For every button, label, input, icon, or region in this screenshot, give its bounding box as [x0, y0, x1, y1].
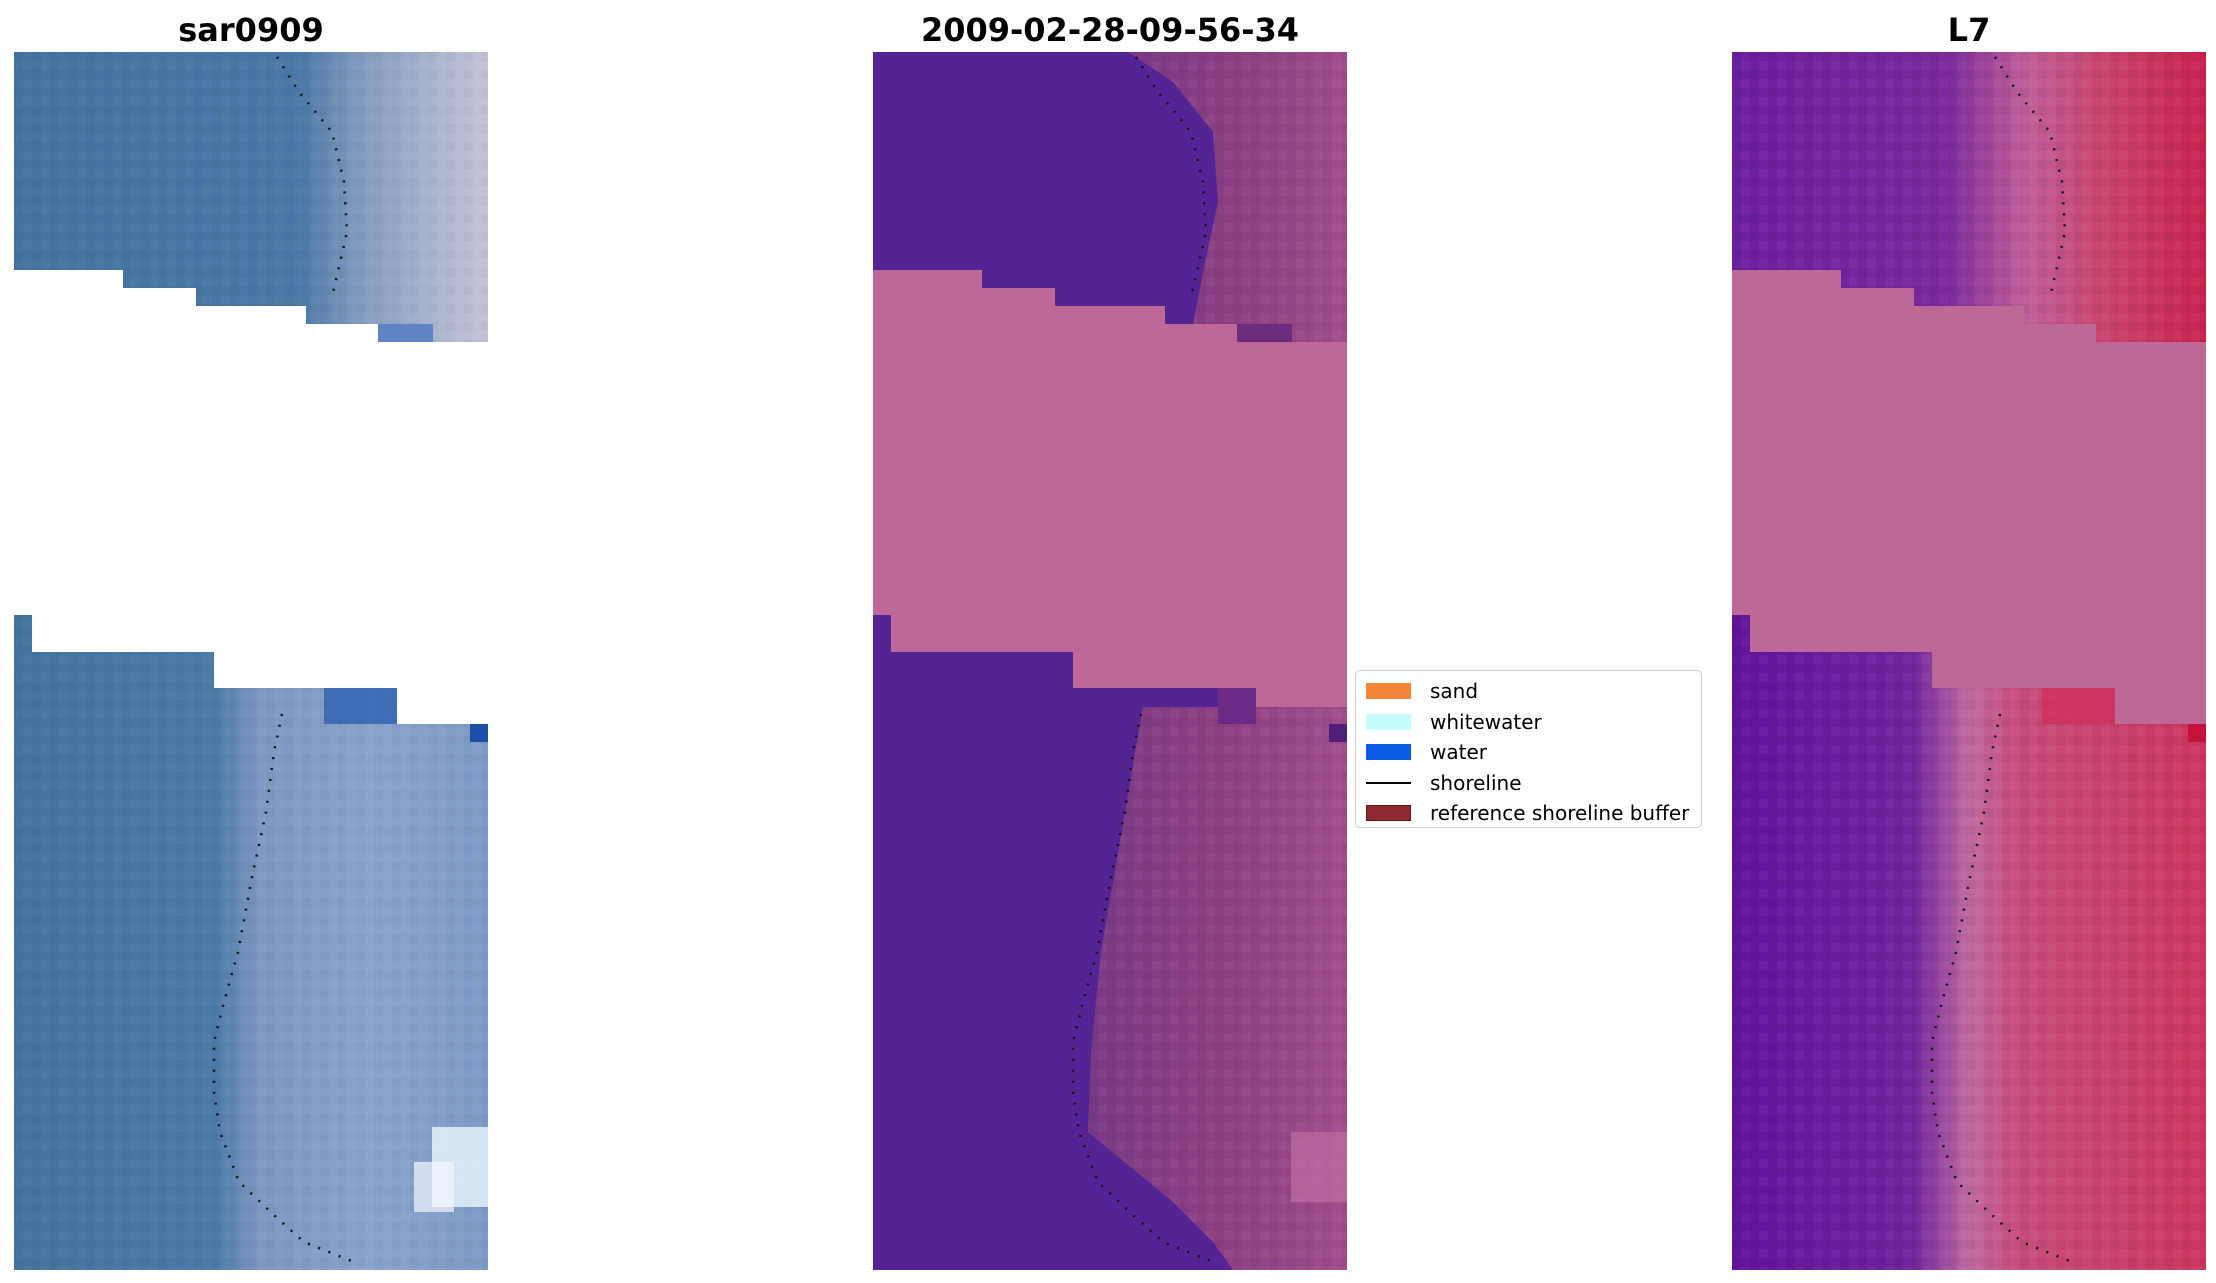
legend-label: reference shoreline buffer: [1430, 801, 1690, 826]
classification-panel: [873, 52, 1347, 1270]
legend-label: shoreline: [1430, 770, 1522, 795]
index-panel: [1732, 52, 2206, 1270]
water-swatch: [1366, 744, 1411, 761]
rgb-image-panel: [14, 52, 488, 1270]
legend-item-shoreline: shoreline: [1366, 768, 1691, 799]
legend-item-whitewater: whitewater: [1366, 707, 1691, 738]
legend-item-water: water: [1366, 737, 1691, 768]
shoreline-line: [275, 56, 349, 298]
panel-title-index: L7: [1947, 11, 1991, 49]
panel-title-classification: 2009-02-28-09-56-34: [920, 11, 1300, 49]
sand-swatch: [1366, 683, 1411, 700]
whitewater-swatch: [1366, 713, 1411, 730]
panel-title-rgb: sar0909: [178, 11, 324, 49]
legend-item-sand: sand: [1366, 676, 1691, 707]
legend-label: whitewater: [1430, 709, 1542, 734]
legend: sand whitewater water shoreline referenc…: [1355, 670, 1702, 828]
legend-label: sand: [1430, 679, 1479, 704]
legend-item-reference-buffer: reference shoreline buffer: [1366, 798, 1691, 829]
shoreline-swatch: [1366, 781, 1411, 784]
legend-label: water: [1430, 740, 1487, 765]
reference-buffer-swatch: [1366, 805, 1411, 822]
